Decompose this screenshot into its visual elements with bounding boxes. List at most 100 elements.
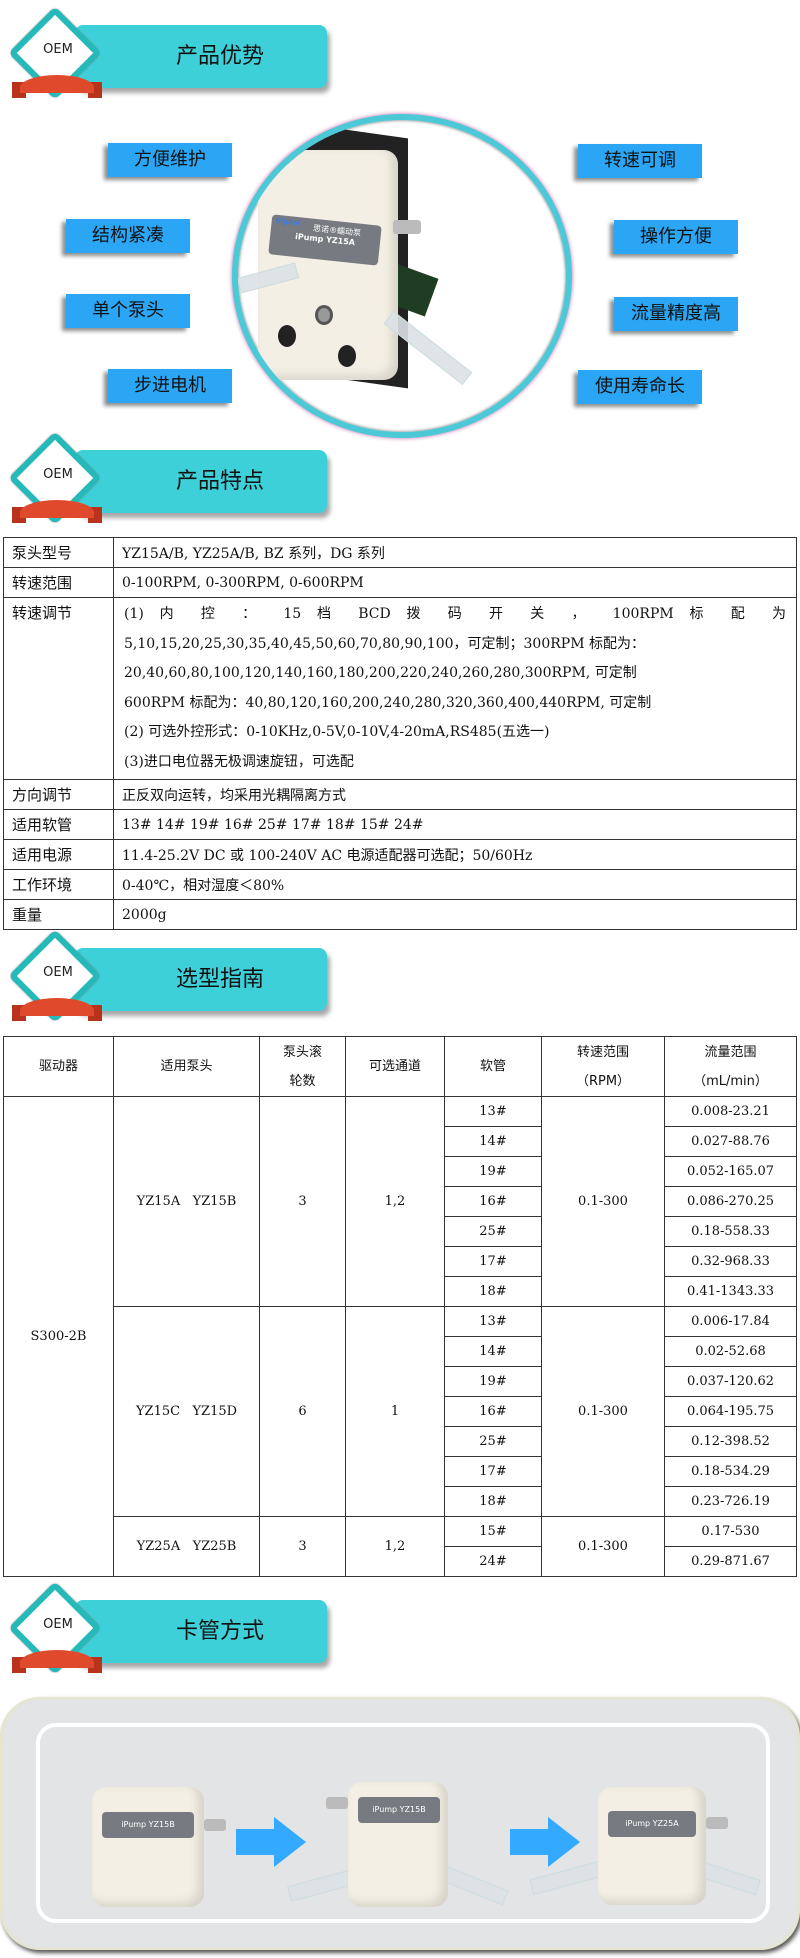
- pump-head-cell: YZ15C YZ15D: [113, 1306, 260, 1517]
- col-header: 软管: [444, 1036, 542, 1097]
- flow-cell: 0.23-726.19: [664, 1486, 797, 1517]
- feature-value: 11.4-25.2V DC 或 100-240V AC 电源适配器可选配；50/…: [113, 839, 797, 870]
- rollers-cell: 6: [259, 1306, 346, 1517]
- col-header-line: （mL/min）: [693, 1073, 768, 1089]
- value-line: (2) 可选外控形式：0-10KHz,0-5V,0-10V,4-20mA,RS4…: [124, 724, 550, 740]
- advantage-tag: 使用寿命长: [578, 370, 702, 404]
- channels-cell: 1: [345, 1306, 445, 1517]
- flow-cell: 0.17-530: [664, 1516, 797, 1547]
- tube-cell: 25#: [444, 1426, 542, 1457]
- feature-value: 正反双向运转，均采用光耦隔离方式: [113, 779, 797, 810]
- table-row: 适用软管 13# 14# 19# 16# 25# 17# 18# 15# 24#: [3, 809, 797, 840]
- table-row: 14# 0.027-88.76: [4, 1126, 797, 1157]
- value-line: (1) 内 控 ： 15 档 BCD 拨 码 开 关 ， 100RPM 标 配 …: [124, 606, 786, 622]
- tube-cell: 17#: [444, 1246, 542, 1277]
- section-title: 卡管方式: [175, 1619, 264, 1644]
- table-row: YZ15C YZ15D 6 1 13# 0.1-300 0.006-17.84: [4, 1306, 797, 1517]
- feature-value: 13# 14# 19# 16# 25# 17# 18# 15# 24#: [113, 809, 797, 840]
- pump-label: iPump YZ15B: [102, 1812, 194, 1838]
- table-row: 泵头型号 YZ15A/B, YZ25A/B, BZ 系列，DG 系列: [3, 537, 797, 568]
- tube-cell: 15#: [444, 1516, 542, 1547]
- col-header: 适用泵头: [113, 1036, 260, 1097]
- table-row: 16# 0.064-195.75: [4, 1396, 797, 1427]
- flow-cell: 0.008-23.21: [664, 1096, 797, 1127]
- shaft: [326, 1797, 348, 1809]
- tube-cell: 14#: [444, 1336, 542, 1367]
- table-row: 方向调节 正反双向运转，均采用光耦隔离方式: [3, 779, 797, 810]
- feature-value: 0-40℃，相对湿度＜80%: [113, 869, 797, 900]
- col-header: 流量范围 （mL/min）: [664, 1036, 797, 1097]
- rollers-cell: 3: [259, 1096, 346, 1307]
- tube-cell: 16#: [444, 1186, 542, 1217]
- flow-cell: 0.18-534.29: [664, 1456, 797, 1487]
- ribbon-icon: [20, 998, 94, 1016]
- feature-value: 2000g: [113, 899, 797, 930]
- pump-photo: Signal 思诺®蠕动泵 iPump YZ15A: [232, 114, 572, 438]
- pump-label: iPump YZ25A: [608, 1811, 696, 1837]
- flow-cell: 0.086-270.25: [664, 1186, 797, 1217]
- tube-loading-panel: iPump YZ15B iPump YZ15B iPump YZ25A: [0, 1697, 800, 1950]
- badge-text: OEM: [43, 1617, 73, 1632]
- channels-cell: 1,2: [345, 1096, 445, 1307]
- flow-cell: 0.12-398.52: [664, 1426, 797, 1457]
- flow-cell: 0.32-968.33: [664, 1246, 797, 1277]
- table-row: 25# 0.18-558.33: [4, 1216, 797, 1247]
- badge-text: OEM: [43, 467, 73, 482]
- flow-cell: 0.037-120.62: [664, 1366, 797, 1397]
- advantage-tag: 流量精度高: [614, 297, 738, 331]
- driver-cell: S300-2B: [3, 1096, 114, 1577]
- rotor-screw: [315, 305, 333, 325]
- pump-head: [258, 150, 398, 380]
- flow-cell: 0.027-88.76: [664, 1126, 797, 1157]
- pump-step-1: [92, 1787, 204, 1907]
- section-header-selection: OEM 选型指南: [0, 929, 340, 1031]
- section-title: 产品特点: [175, 469, 264, 494]
- table-row: S300-2B YZ15A YZ15B 3 1,2 13# 0.1-300 0.008-23…: [3, 1096, 797, 1577]
- col-header-line: 转速范围: [576, 1044, 629, 1060]
- tube-cell: 13#: [444, 1306, 542, 1337]
- knob-icon: [278, 325, 296, 347]
- table-row: 16# 0.086-270.25: [4, 1186, 797, 1217]
- section-title: 选型指南: [175, 967, 264, 992]
- rollers-cell: 3: [259, 1516, 346, 1577]
- col-header: 转速范围 （RPM）: [541, 1036, 665, 1097]
- tube-cell: 17#: [444, 1456, 542, 1487]
- col-header-line: 泵头滚: [282, 1044, 322, 1060]
- pump-label: iPump YZ15B: [358, 1797, 440, 1823]
- flow-cell: 0.006-17.84: [664, 1306, 797, 1337]
- tube-cell: 24#: [444, 1546, 542, 1577]
- pump-head-cell: YZ15A YZ15B: [113, 1096, 260, 1307]
- feature-key: 重量: [3, 899, 114, 930]
- tube-cell: 25#: [444, 1216, 542, 1247]
- selection-table: 驱动器 适用泵头 泵头滚 轮数 可选通道 软管 转速范围 （RPM） 流量范围 （mL…: [3, 1036, 797, 1577]
- feature-value: (1) 内 控 ： 15 档 BCD 拨 码 开 关 ， 100RPM 标 配 …: [113, 597, 797, 780]
- feature-key: 适用电源: [3, 839, 114, 870]
- value-line: 5,10,15,20,25,30,35,40,45,50,60,70,80,90…: [124, 635, 645, 652]
- feature-key: 泵头型号: [3, 537, 114, 568]
- col-header-line: 流量范围: [704, 1044, 757, 1060]
- table-row: 重量 2000g: [3, 899, 797, 930]
- banner: [75, 1600, 327, 1663]
- advantage-tag: 方便维护: [108, 143, 232, 177]
- col-header: 可选通道: [345, 1036, 445, 1097]
- speed-cell: 0.1-300: [541, 1516, 665, 1577]
- feature-key: 适用软管: [3, 809, 114, 840]
- flow-cell: 0.29-871.67: [664, 1546, 797, 1577]
- shaft: [204, 1819, 226, 1831]
- table-row: 18# 0.41-1343.33: [4, 1276, 797, 1307]
- col-header: 泵头滚 轮数: [259, 1036, 346, 1097]
- shaft: [706, 1817, 728, 1829]
- advantage-tag: 结构紧凑: [66, 219, 190, 253]
- pump-head-cell: YZ25A YZ25B: [113, 1516, 260, 1577]
- flow-cell: 0.41-1343.33: [664, 1276, 797, 1307]
- banner: [75, 948, 327, 1011]
- knob-icon: [338, 345, 356, 367]
- tube-cell: 19#: [444, 1156, 542, 1187]
- badge-text: OEM: [43, 965, 73, 980]
- table-row: 18# 0.23-726.19: [4, 1486, 797, 1517]
- table-row: 转速调节 (1) 内 控 ： 15 档 BCD 拨 码 开 关 ， 100RPM…: [3, 597, 797, 780]
- feature-key: 转速调节: [3, 597, 114, 780]
- flow-cell: 0.052-165.07: [664, 1156, 797, 1187]
- banner: [75, 25, 327, 88]
- advantage-tag: 单个泵头: [66, 294, 190, 328]
